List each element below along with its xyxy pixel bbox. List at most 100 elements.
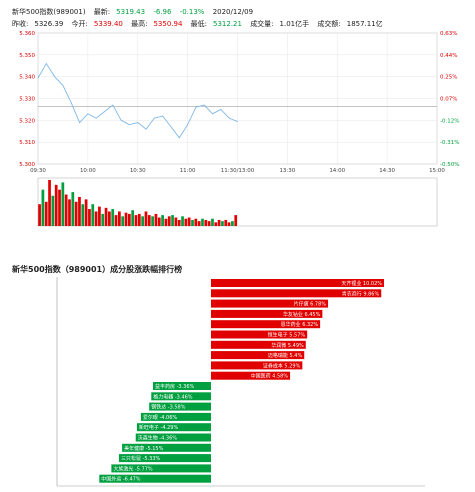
latest-value: 5319.43 bbox=[116, 8, 146, 16]
ranking-bar-label: 新旺电子 -4.29% bbox=[139, 424, 179, 431]
ranking-bar bbox=[211, 371, 291, 380]
prev-close-value: 5326.39 bbox=[34, 20, 64, 28]
ranking-bar-label: 益丰药房 -3.36% bbox=[155, 383, 195, 390]
volume-bar bbox=[74, 201, 78, 226]
volume-bar bbox=[81, 204, 85, 226]
volume-bar bbox=[137, 213, 141, 226]
open-label: 今开: bbox=[71, 20, 88, 28]
price-line bbox=[37, 62, 238, 139]
volume-value: 1.01亿手 bbox=[279, 20, 310, 28]
ranking-bar-label: 迈格瑞能 5.4% bbox=[268, 352, 303, 359]
amount-value: 1857.11亿 bbox=[346, 20, 383, 28]
ranking-bar-label: 华友钴业 6.45% bbox=[283, 311, 321, 318]
ranking-bar-label: 天齐锂业 10.02% bbox=[341, 280, 382, 287]
ranking-bar bbox=[151, 392, 211, 401]
y-tick-label: 5.320 bbox=[19, 118, 35, 124]
price-point bbox=[153, 117, 155, 119]
ranking-bar bbox=[211, 351, 305, 360]
ranking-bar bbox=[211, 309, 323, 318]
high-value: 5350.94 bbox=[153, 20, 183, 28]
ranking-bar bbox=[111, 464, 211, 473]
volume-bar bbox=[174, 217, 178, 226]
ranking-bar bbox=[211, 289, 382, 298]
volume-bar bbox=[184, 218, 188, 226]
volume-bar bbox=[167, 216, 171, 226]
volume-bar bbox=[78, 196, 81, 226]
price-point bbox=[145, 128, 147, 130]
price-point bbox=[220, 109, 222, 110]
index-title: 新华500指数(989001) bbox=[12, 8, 86, 16]
ranking-bar bbox=[135, 433, 211, 442]
ranking-bar-label: 中国医药 4.58% bbox=[251, 373, 289, 380]
volume-frame bbox=[37, 177, 438, 227]
ranking-bar bbox=[211, 361, 303, 370]
price-point bbox=[162, 115, 164, 117]
price-point bbox=[112, 104, 114, 106]
ranking-bar bbox=[118, 454, 211, 463]
y-tick-label: 5.300 bbox=[19, 162, 35, 168]
volume-bar bbox=[61, 182, 65, 226]
volume-bar bbox=[88, 209, 91, 226]
volume-bar bbox=[108, 211, 111, 226]
price-point bbox=[79, 122, 80, 123]
volume-bar bbox=[134, 215, 138, 226]
ranking-bar-label: 爱尔眼 -4.06% bbox=[143, 414, 178, 421]
price-point bbox=[70, 102, 72, 104]
volume-bar bbox=[177, 219, 181, 226]
ranking-bar-label: 华润微 5.49% bbox=[271, 342, 304, 349]
volume-bar bbox=[227, 222, 231, 226]
ranking-bar-label: 美年健康 -5.15% bbox=[124, 445, 164, 452]
y-tick-label-right: -0.50% bbox=[440, 162, 459, 168]
ranking-bar bbox=[122, 443, 211, 452]
volume-bar bbox=[124, 212, 128, 226]
volume-bar bbox=[197, 221, 201, 226]
volume-bar bbox=[84, 199, 88, 226]
ranking-bar bbox=[152, 382, 211, 390]
volume-bar bbox=[201, 218, 204, 226]
volume-bar bbox=[214, 222, 218, 226]
volume-bar bbox=[187, 217, 191, 226]
price-point bbox=[95, 117, 97, 119]
x-tick-label: 11:00 bbox=[180, 168, 196, 174]
x-tick-label: 13:30 bbox=[279, 168, 295, 174]
prev-close-label: 昨收: bbox=[12, 20, 29, 28]
volume-bar bbox=[154, 213, 158, 226]
volume-bar bbox=[58, 189, 61, 226]
ranking-bar bbox=[99, 474, 211, 483]
volume-bar bbox=[204, 219, 208, 226]
volume-bar bbox=[121, 216, 125, 226]
price-point bbox=[203, 104, 205, 106]
y-tick-label-right: 0.07% bbox=[440, 97, 457, 103]
price-point bbox=[237, 121, 238, 122]
volume-bar bbox=[144, 211, 148, 226]
latest-label: 最新: bbox=[93, 8, 111, 16]
volume-bar bbox=[131, 210, 135, 226]
y-tick-label-right: 0.25% bbox=[440, 75, 457, 81]
x-tick-label: 15:00 bbox=[429, 168, 445, 174]
volume-bar bbox=[64, 194, 68, 226]
price-point bbox=[62, 85, 64, 86]
price-grid bbox=[37, 32, 438, 165]
change-value: -6.96 bbox=[153, 8, 172, 16]
ranking-bar bbox=[211, 340, 306, 349]
ranking-bar bbox=[211, 279, 384, 287]
y-tick-label-right: 0.44% bbox=[440, 53, 457, 59]
quote-row-2: 昨收: 5326.39 今开: 5339.40 最高: 5350.94 最低: 5312… bbox=[12, 19, 389, 29]
x-tick-label: 10:30 bbox=[130, 168, 146, 174]
y-tick-label: 5.340 bbox=[19, 75, 35, 81]
ranking-bar bbox=[140, 412, 211, 421]
price-point bbox=[178, 137, 180, 139]
price-point bbox=[54, 76, 56, 78]
high-label: 最高: bbox=[131, 20, 148, 28]
volume-bar bbox=[101, 213, 105, 226]
volume-bar bbox=[127, 213, 131, 226]
volume-bar bbox=[231, 221, 234, 226]
price-axis: 5.360 0.63% 5.350 0.44% 5.340 0.25% 5.330 0.07%… bbox=[19, 31, 459, 174]
volume-bar bbox=[38, 204, 41, 226]
ranking-bar-label: 证券成本 5.29% bbox=[263, 362, 301, 369]
ranking-bar-label: 钢铁达 -3.58% bbox=[151, 404, 186, 411]
volume-bar bbox=[194, 218, 198, 226]
amount-label: 成交额: bbox=[317, 20, 341, 28]
price-point bbox=[87, 113, 89, 115]
